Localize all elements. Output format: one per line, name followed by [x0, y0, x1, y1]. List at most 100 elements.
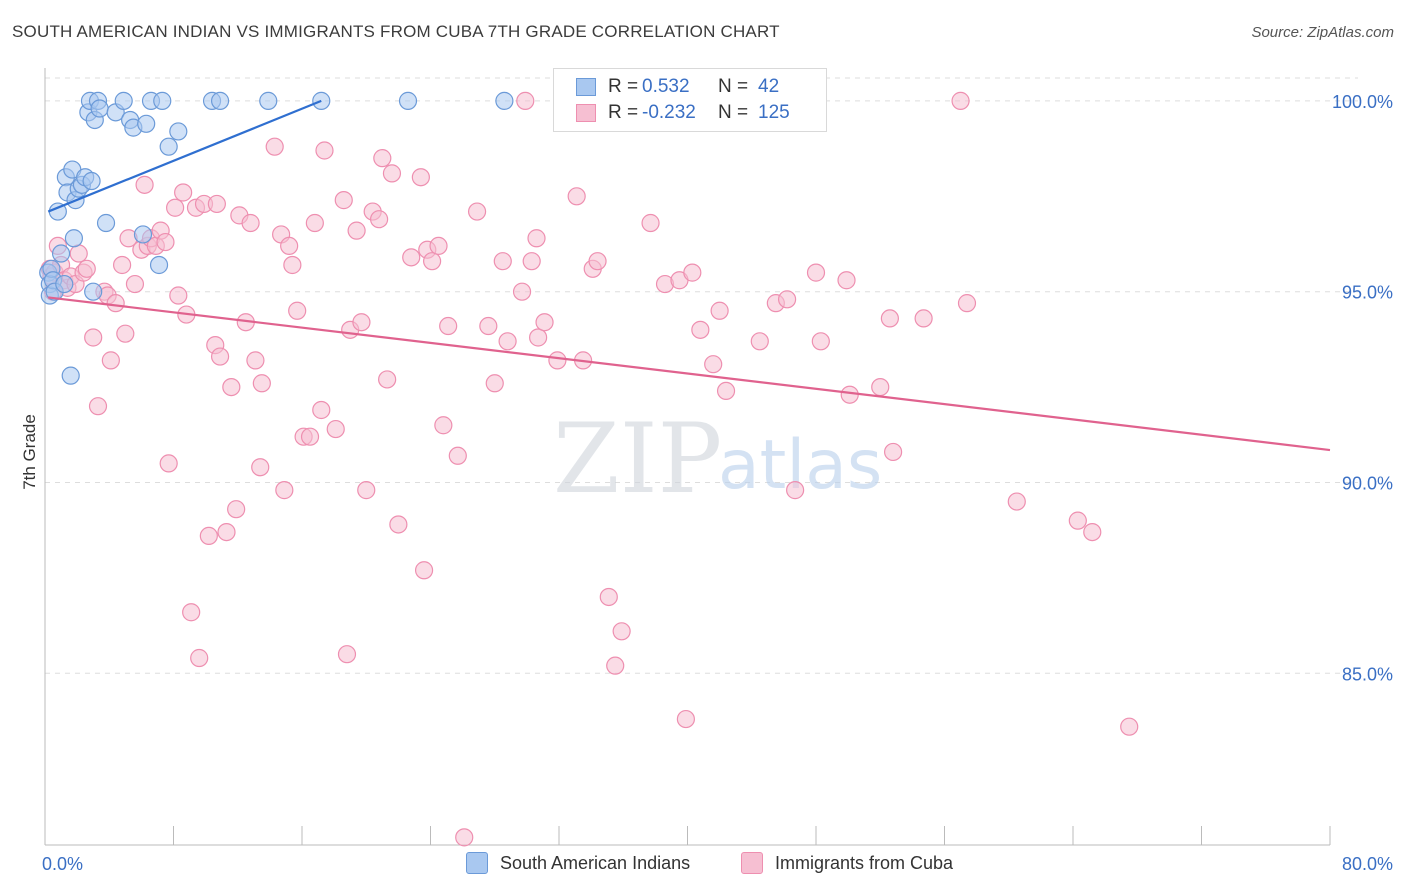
trend-line-cuba: [48, 296, 1331, 452]
y-tick-label: 100.0%: [1332, 92, 1393, 112]
data-point-cuba: [1007, 492, 1026, 511]
y-axis-title: 7th Grade: [20, 414, 39, 490]
data-point-cuba: [951, 91, 970, 110]
data-point-cuba: [156, 232, 175, 252]
data-point-cuba: [527, 229, 546, 248]
legend-item-south-american-indians[interactable]: South American Indians: [466, 852, 690, 874]
data-point-cuba: [357, 481, 376, 500]
data-point-cuba: [347, 221, 366, 240]
data-point-south-american-indian: [61, 366, 80, 385]
data-point-cuba: [337, 645, 357, 664]
data-point-south-american-indian: [90, 99, 109, 118]
watermark: ZIP atlas: [553, 403, 882, 515]
data-point-cuba: [106, 294, 125, 313]
y-tick-label: 90.0%: [1342, 473, 1393, 493]
data-point-cuba: [606, 656, 625, 675]
data-point-cuba: [190, 648, 209, 668]
legend-n-label: N =: [718, 102, 749, 123]
data-point-south-american-indian: [133, 225, 153, 244]
data-point-cuba: [315, 141, 334, 160]
data-point-cuba: [352, 313, 371, 332]
data-point-cuba: [77, 259, 96, 278]
data-point-cuba: [535, 313, 554, 332]
data-point-south-american-indian: [84, 282, 103, 301]
data-point-cuba: [777, 290, 797, 309]
data-point-south-american-indian: [96, 213, 116, 233]
data-point-cuba: [283, 255, 302, 275]
data-point-cuba: [914, 309, 933, 328]
data-point-cuba: [382, 164, 402, 183]
data-point-cuba: [69, 244, 88, 263]
data-point-cuba: [429, 236, 448, 256]
data-point-south-american-indian: [55, 274, 74, 294]
data-point-cuba: [676, 709, 695, 729]
data-point-cuba: [251, 458, 270, 477]
data-point-cuba: [1083, 522, 1102, 542]
data-point-cuba: [312, 400, 331, 420]
axes: [44, 68, 1331, 846]
data-point-cuba: [716, 381, 736, 401]
stats-legend: R = 0.532 N = 42 R = -0.232 N = 125: [553, 68, 827, 132]
data-point-cuba: [883, 442, 903, 462]
x-tick-label: 0.0%: [42, 854, 83, 874]
series-south-american-indians: [39, 91, 514, 385]
legend-label: South American Indians: [500, 852, 691, 873]
legend-n-value: 42: [758, 76, 780, 97]
data-point-cuba: [280, 236, 299, 256]
data-point-cuba: [786, 481, 805, 500]
data-point-cuba: [275, 481, 294, 500]
data-point-cuba: [957, 294, 977, 313]
legend-item-immigrants-from-cuba[interactable]: Immigrants from Cuba: [741, 852, 953, 874]
data-point-cuba: [434, 416, 453, 435]
data-point-cuba: [241, 213, 260, 233]
trend-line-south-american-indian: [47, 99, 322, 213]
data-point-cuba: [871, 377, 890, 397]
data-point-cuba: [135, 175, 154, 194]
data-point-south-american-indian: [169, 122, 188, 141]
data-point-cuba: [880, 309, 899, 328]
data-point-cuba: [199, 526, 218, 546]
data-point-cuba: [529, 328, 548, 347]
data-point-south-american-indian: [210, 91, 230, 110]
data-point-cuba: [246, 351, 265, 370]
data-point-cuba: [84, 328, 103, 347]
data-point-cuba: [227, 500, 246, 519]
data-point-cuba: [467, 202, 487, 221]
data-point-cuba: [691, 320, 710, 339]
data-point-cuba: [1120, 717, 1139, 736]
gridlines: [45, 77, 1358, 674]
data-point-cuba: [498, 332, 517, 351]
data-point-cuba: [493, 252, 512, 271]
data-point-cuba: [305, 213, 324, 233]
legend-row-south-american-indians: R = 0.532 N = 42: [576, 75, 779, 99]
data-point-cuba: [166, 198, 185, 217]
data-point-cuba: [210, 347, 230, 366]
legend-row-immigrants-from-cuba: R = -0.232 N = 125: [576, 101, 790, 125]
data-point-cuba: [414, 561, 434, 580]
data-point-cuba: [448, 446, 467, 465]
y-tick-label: 95.0%: [1342, 283, 1393, 303]
data-point-cuba: [548, 351, 567, 370]
data-point-cuba: [217, 522, 236, 542]
legend-swatch-blue: [466, 852, 488, 874]
data-point-cuba: [522, 252, 541, 271]
data-point-cuba: [101, 351, 120, 370]
data-point-cuba: [182, 603, 201, 622]
data-point-cuba: [88, 397, 108, 416]
data-point-cuba: [207, 194, 226, 214]
data-point-cuba: [252, 374, 271, 393]
data-point-cuba: [840, 385, 859, 404]
data-point-cuba: [265, 137, 284, 156]
data-point-cuba: [169, 286, 188, 305]
data-point-cuba: [479, 316, 498, 336]
data-point-cuba: [326, 419, 345, 439]
legend-label: Immigrants from Cuba: [775, 852, 954, 873]
data-point-cuba: [334, 191, 353, 210]
data-point-cuba: [811, 332, 830, 351]
data-point-cuba: [411, 168, 430, 187]
data-point-cuba: [174, 183, 193, 202]
data-point-cuba: [116, 324, 135, 343]
data-point-cuba: [516, 91, 535, 110]
data-point-cuba: [588, 252, 607, 271]
